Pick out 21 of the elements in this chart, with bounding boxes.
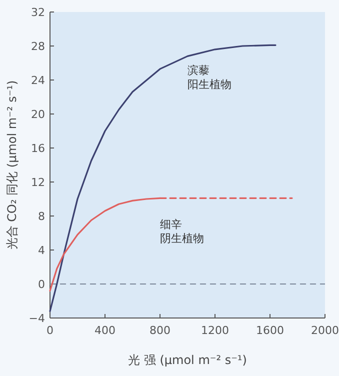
- x-tick-label: 800: [150, 324, 170, 337]
- x-axis-title: 光 强 (μmol m⁻² s⁻¹): [128, 353, 247, 367]
- series-label: 细辛阴生植物: [160, 218, 204, 246]
- y-axis-title: 光合 CO₂ 同化 (μmol m⁻² s⁻¹): [5, 80, 19, 250]
- line-series: [49, 44, 276, 312]
- y-tick-label: 24: [31, 74, 45, 87]
- y-tick-label: 28: [31, 40, 45, 53]
- y-tick-label: −4: [28, 312, 45, 325]
- y-tick-label: 4: [38, 244, 45, 257]
- y-tick-label: 32: [31, 6, 45, 19]
- y-tick-label: 8: [38, 210, 45, 223]
- x-tick-label: 400: [94, 324, 116, 337]
- y-tick-label: 12: [31, 176, 45, 189]
- series-label: 滨藜阳生植物: [188, 64, 232, 92]
- x-tick-label: 2000: [311, 324, 339, 337]
- x-tick-label: 0: [46, 324, 54, 337]
- y-tick-label: 20: [31, 108, 45, 121]
- x-tick-label: 1600: [256, 324, 284, 337]
- y-tick-label: 16: [31, 142, 45, 155]
- x-tick-label: 1200: [201, 324, 229, 337]
- y-tick-label: 0: [38, 278, 45, 291]
